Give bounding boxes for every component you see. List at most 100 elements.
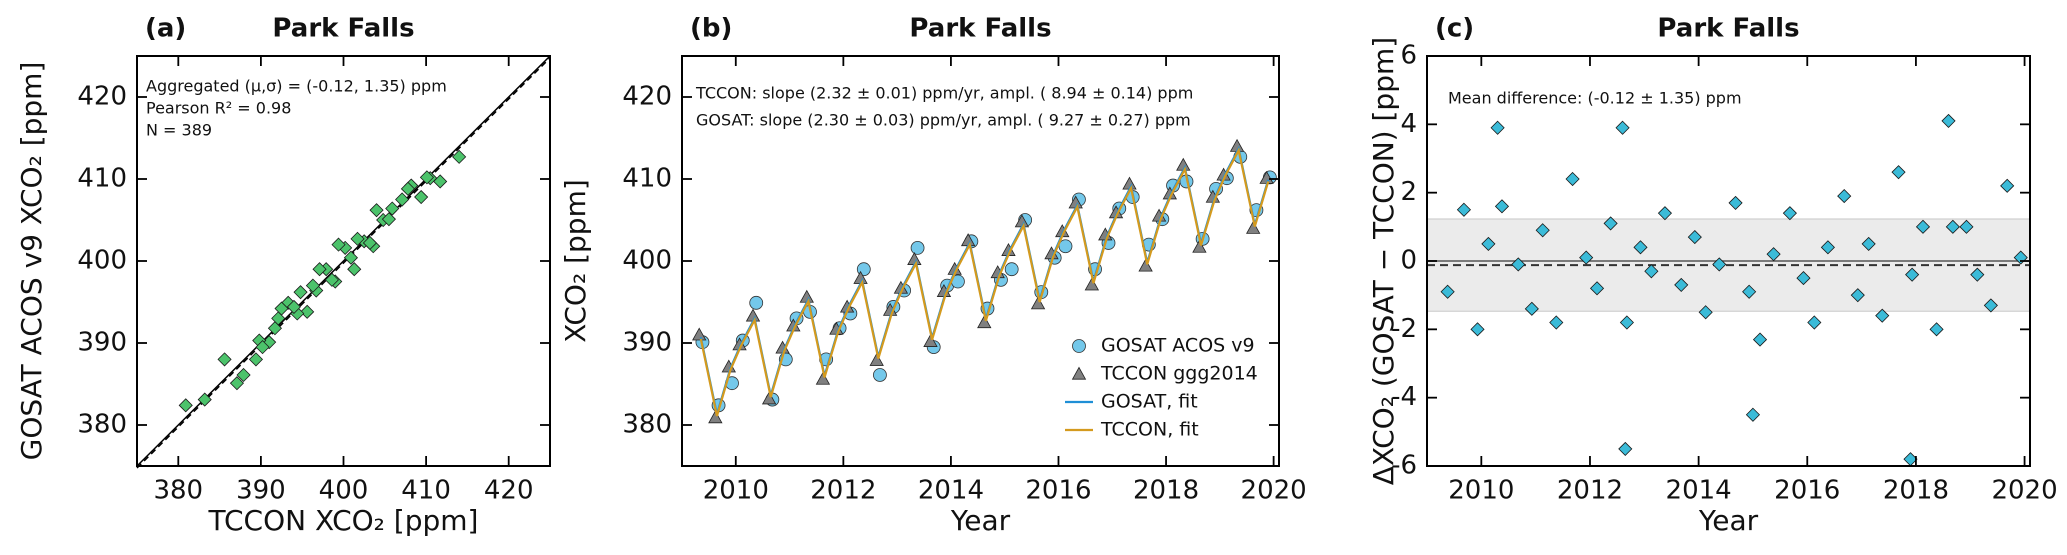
x-tick-label: 390 <box>236 476 286 506</box>
marker <box>1004 262 1019 277</box>
x-tick-label: 2014 <box>1666 476 1732 506</box>
marker <box>300 304 315 319</box>
marker <box>1698 305 1713 320</box>
x-axis-label: Year <box>1698 504 1759 537</box>
y-tick-label: 400 <box>622 246 672 276</box>
x-tick-label: 420 <box>484 476 534 506</box>
marker <box>1929 322 1944 337</box>
marker <box>1138 258 1153 272</box>
legend-swatch <box>1072 339 1086 353</box>
marker <box>1915 219 1931 234</box>
marker <box>267 321 283 336</box>
x-tick-label: 2010 <box>703 476 769 506</box>
legend-swatch <box>1071 366 1087 380</box>
marker <box>217 352 232 367</box>
marker <box>1603 216 1618 231</box>
y-tick-label: 420 <box>77 82 127 112</box>
marker <box>1891 165 1906 180</box>
annotation: Aggregated (μ,σ) = (-0.12, 1.35) ppm <box>146 77 447 96</box>
marker <box>1535 223 1550 238</box>
marker <box>293 285 308 300</box>
marker <box>305 278 321 293</box>
marker <box>229 376 245 391</box>
marker <box>708 410 723 424</box>
marker <box>1837 189 1852 204</box>
legend-label: TCCON ggg2014 <box>1100 363 1258 385</box>
fit-line <box>136 57 551 469</box>
y-tick-label: 380 <box>622 410 672 440</box>
y-tick-label: -6 <box>1391 451 1417 481</box>
marker <box>1490 120 1505 135</box>
x-tick-label: 2020 <box>1991 476 2057 506</box>
marker <box>1657 206 1673 221</box>
x-tick-label: 2018 <box>1883 476 1949 506</box>
y-tick-label: 380 <box>77 410 127 440</box>
marker <box>815 371 831 385</box>
x-tick-label: 2020 <box>1241 476 1307 506</box>
annotation: N = 389 <box>146 121 212 140</box>
marker <box>1084 277 1100 291</box>
x-axis-label: TCCON XCO₂ [ppm] <box>208 504 479 537</box>
fit-line <box>699 147 1270 417</box>
marker <box>255 340 270 355</box>
y-tick-label: 390 <box>622 328 672 358</box>
marker <box>1524 301 1539 316</box>
marker <box>274 301 289 316</box>
legend-label: GOSAT, fit <box>1101 391 1198 413</box>
marker <box>197 392 212 407</box>
y-tick-label: 410 <box>622 164 672 194</box>
marker <box>1782 206 1797 221</box>
x-tick-label: 380 <box>153 476 203 506</box>
marker <box>1905 267 1920 282</box>
marker <box>1752 332 1768 347</box>
marker <box>1742 284 1757 299</box>
marker <box>1807 315 1822 330</box>
marker <box>381 212 396 227</box>
marker <box>385 201 400 216</box>
y-axis-label: ΔXCO₂ (GOSAT − TCCON) [ppm] <box>1367 37 1400 485</box>
y-tick-label: 0 <box>1400 246 1417 276</box>
annotation: Pearson R² = 0.98 <box>146 99 291 118</box>
x-axis-label: Year <box>950 504 1011 537</box>
marker <box>419 170 434 185</box>
marker <box>395 192 410 207</box>
marker <box>923 334 938 347</box>
marker <box>331 237 346 252</box>
marker <box>2000 178 2015 193</box>
marker <box>1970 267 1985 282</box>
marker <box>1481 236 1496 251</box>
marker <box>910 240 925 255</box>
marker <box>400 181 415 196</box>
marker <box>1820 240 1835 255</box>
marker <box>347 262 362 277</box>
x-tick-label: 2014 <box>918 476 984 506</box>
legend-label: GOSAT ACOS v9 <box>1101 335 1255 357</box>
marker <box>1633 240 1648 255</box>
marker <box>236 367 251 383</box>
y-tick-label: 400 <box>77 246 127 276</box>
chart-title: Park Falls <box>272 14 414 44</box>
marker <box>761 391 777 405</box>
y-tick-label: 420 <box>622 82 672 112</box>
marker <box>1618 441 1633 456</box>
x-tick-label: 410 <box>401 476 451 506</box>
marker <box>1192 239 1207 253</box>
marker <box>1687 230 1702 245</box>
marker <box>1058 239 1073 254</box>
marker <box>1470 322 1485 337</box>
marker <box>1494 199 1510 214</box>
marker <box>977 315 992 329</box>
x-tick-label: 2016 <box>1774 476 1840 506</box>
marker <box>1246 220 1261 234</box>
marker <box>1440 284 1455 299</box>
marker <box>873 368 887 382</box>
marker <box>369 203 384 218</box>
chart-title: Park Falls <box>909 14 1051 44</box>
chart-title: Park Falls <box>1657 14 1799 44</box>
marker <box>1728 195 1743 210</box>
marker <box>1511 257 1526 272</box>
marker <box>1850 288 1865 303</box>
y-tick-label: 6 <box>1400 41 1417 71</box>
marker <box>1619 315 1634 330</box>
marker <box>1766 247 1781 262</box>
